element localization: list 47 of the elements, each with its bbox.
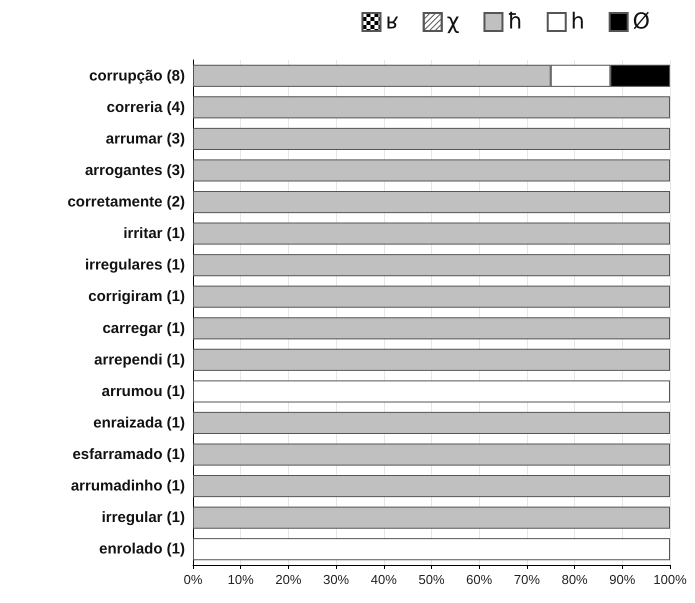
x-tick-label: 80% bbox=[562, 572, 588, 587]
x-tick-label: 0% bbox=[184, 572, 203, 587]
bar bbox=[193, 538, 670, 560]
bar bbox=[193, 443, 670, 466]
y-tick-label: correria (4) bbox=[106, 98, 185, 116]
legend-label: ħ bbox=[507, 10, 523, 34]
legend-label: ʁ bbox=[385, 10, 399, 34]
bar bbox=[193, 506, 670, 529]
y-tick-label: enrolado (1) bbox=[99, 540, 185, 558]
y-tick-label: corretamente (2) bbox=[67, 194, 185, 211]
legend-label: h bbox=[570, 10, 585, 34]
bar bbox=[193, 128, 670, 150]
bar bbox=[193, 190, 670, 214]
x-tick-label: 20% bbox=[275, 572, 302, 587]
y-tick-label: arrependi (1) bbox=[94, 351, 185, 368]
y-tick-label: carregar (1) bbox=[102, 320, 185, 337]
x-tick-label: 60% bbox=[466, 572, 493, 587]
x-tick-label: 70% bbox=[514, 572, 540, 587]
y-tick-label: arrogantes (3) bbox=[84, 162, 185, 179]
legend-label: χ bbox=[446, 10, 460, 34]
bar bbox=[193, 159, 670, 182]
bar bbox=[193, 348, 670, 371]
x-tick-label: 30% bbox=[323, 572, 350, 587]
bar bbox=[193, 286, 670, 308]
bar bbox=[193, 317, 670, 340]
x-tick-label: 10% bbox=[228, 572, 254, 587]
y-tick-label: corrupção (8) bbox=[89, 67, 185, 84]
y-tick-label: enraizada (1) bbox=[93, 414, 185, 432]
x-tick-label: 50% bbox=[418, 572, 445, 587]
bar bbox=[193, 475, 670, 498]
bar bbox=[193, 412, 670, 434]
legend-label: Ø bbox=[632, 10, 650, 34]
bar bbox=[193, 380, 670, 402]
y-tick-label: corrigiram (1) bbox=[88, 288, 185, 306]
x-tick-label: 40% bbox=[370, 572, 398, 587]
y-tick-label: esfarramado (1) bbox=[72, 446, 185, 464]
y-tick-label: irritar (1) bbox=[123, 225, 185, 242]
y-tick-label: irregulares (1) bbox=[84, 256, 185, 274]
bar bbox=[193, 96, 670, 118]
x-tick-label: 100% bbox=[653, 572, 688, 587]
bar bbox=[193, 222, 670, 245]
y-tick-label: arrumou (1) bbox=[102, 382, 186, 400]
x-tick-label: 90% bbox=[609, 572, 636, 587]
y-tick-label: irregular (1) bbox=[102, 509, 185, 526]
y-tick-label: arrumar (3) bbox=[106, 130, 185, 148]
bar bbox=[193, 254, 670, 276]
y-tick-label: arrumadinho (1) bbox=[70, 478, 185, 495]
